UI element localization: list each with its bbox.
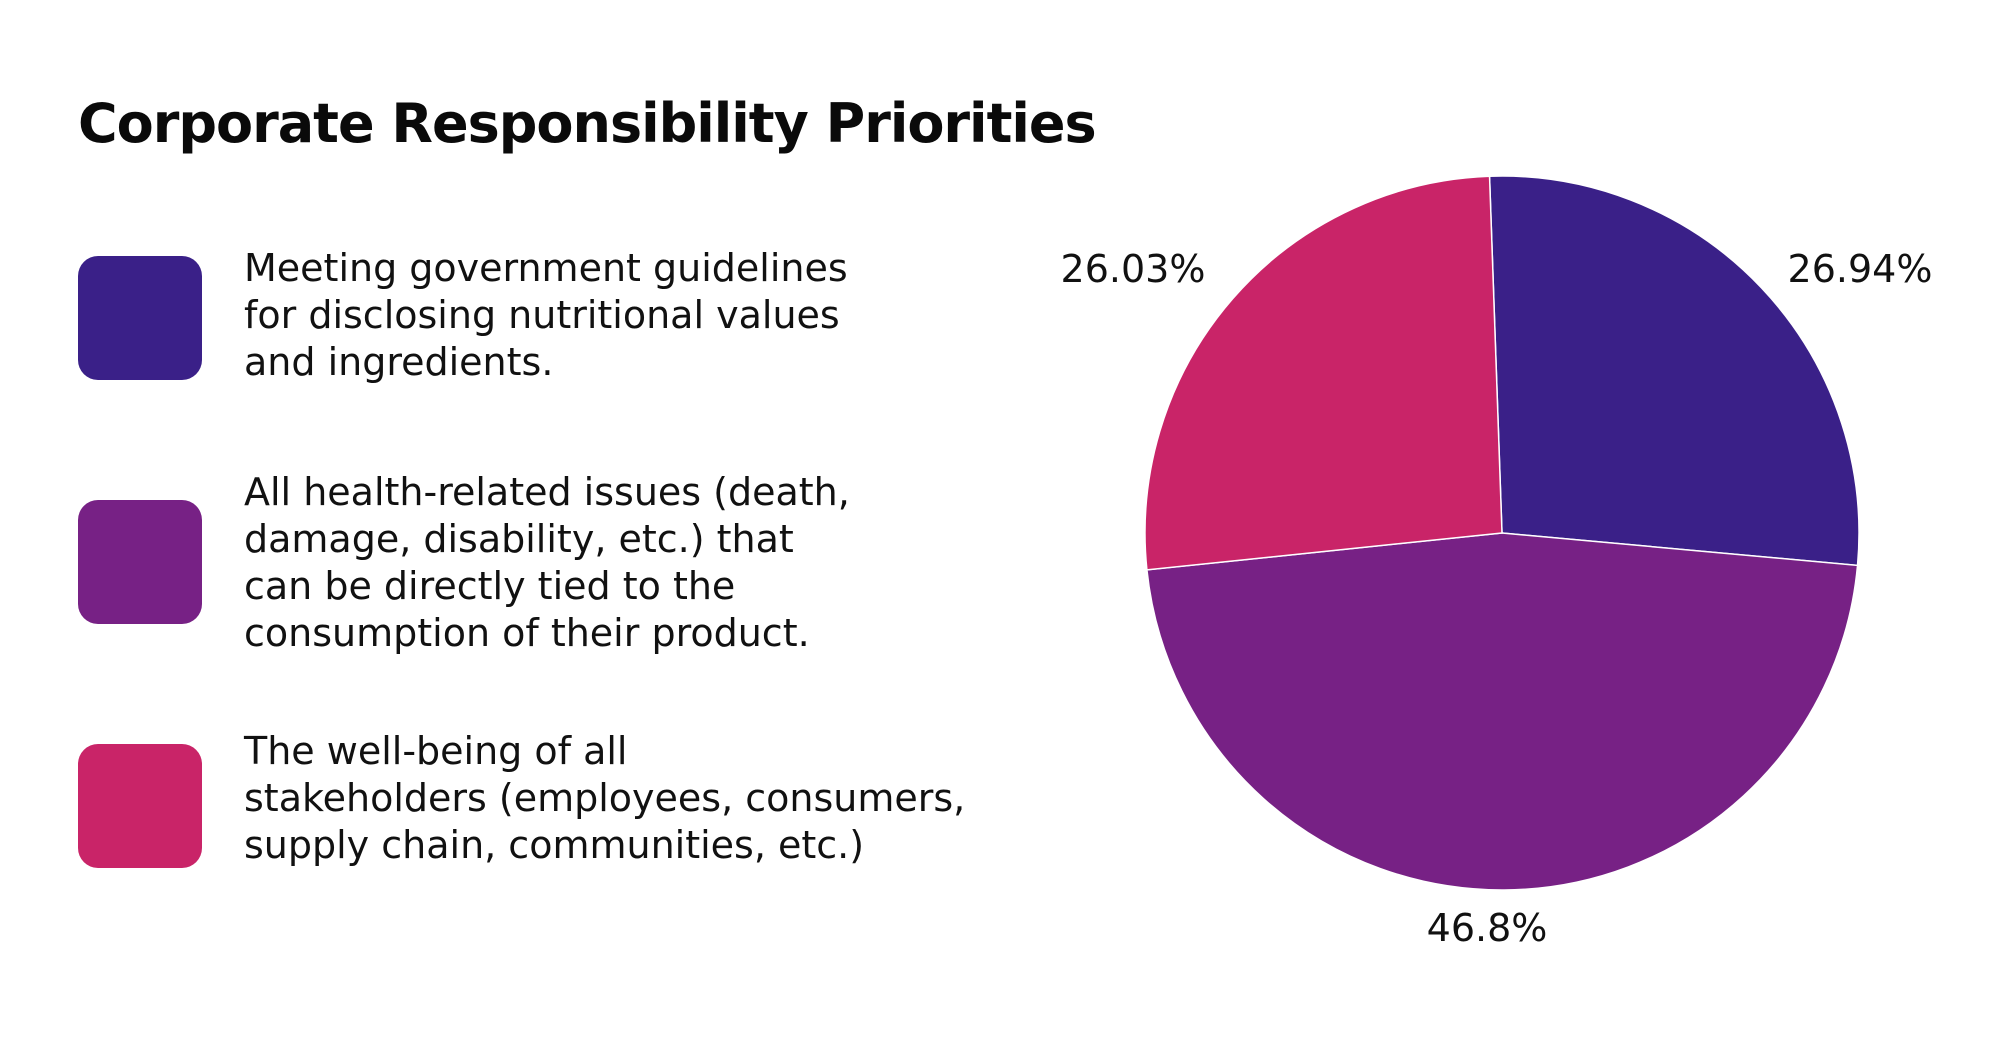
legend-label-health-issues: All health-related issues (death, damage… [244, 470, 850, 655]
legend-swatch-stakeholders [78, 744, 202, 868]
chart-title: Corporate Responsibility Priorities [78, 92, 1097, 155]
slice-value-label-health-issues: 46.8% [1427, 906, 1548, 950]
legend-swatch-health-issues [78, 500, 202, 624]
slice-value-label-stakeholders: 26.03% [1061, 247, 1206, 291]
pie-slice-guidelines [1488, 175, 1860, 567]
legend-swatch-guidelines [78, 256, 202, 380]
legend-label-guidelines: Meeting government guidelines for disclo… [244, 246, 848, 384]
legend-label-stakeholders: The well-being of all stakeholders (empl… [244, 729, 966, 867]
slice-value-label-guidelines: 26.94% [1788, 247, 1933, 291]
pie-slice-health-issues [1146, 532, 1859, 891]
pie-slice-stakeholders [1144, 175, 1503, 571]
